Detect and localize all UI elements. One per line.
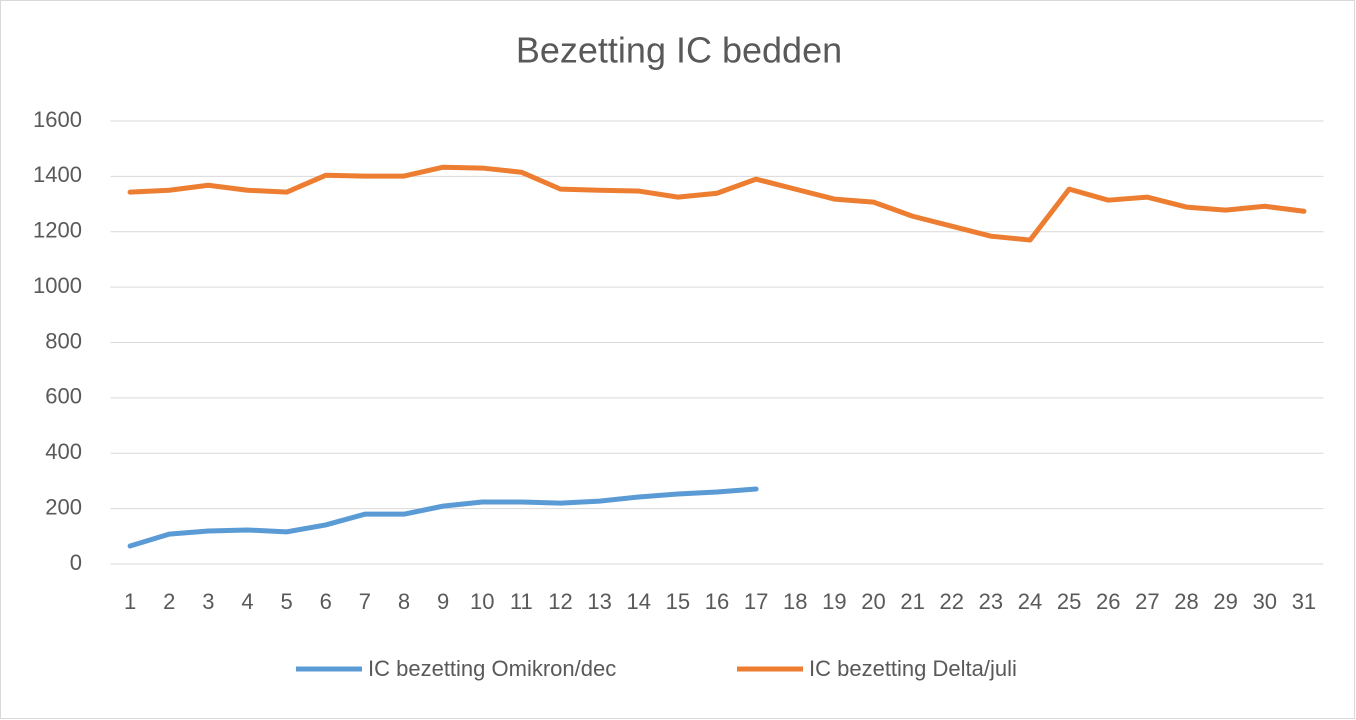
x-tick-label: 28 bbox=[1174, 589, 1198, 614]
x-tick-label: 10 bbox=[470, 589, 494, 614]
x-tick-label: 27 bbox=[1135, 589, 1159, 614]
x-tick-label: 16 bbox=[705, 589, 729, 614]
x-tick-label: 30 bbox=[1253, 589, 1277, 614]
x-tick-label: 5 bbox=[280, 589, 292, 614]
y-tick-label: 600 bbox=[45, 384, 82, 409]
x-tick-label: 20 bbox=[861, 589, 885, 614]
data-line bbox=[127, 164, 1307, 243]
chart-title: Bezetting IC bedden bbox=[516, 30, 842, 71]
x-tick-label: 14 bbox=[626, 589, 650, 614]
x-tick-label: 3 bbox=[202, 589, 214, 614]
legend-label: IC bezetting Delta/juli bbox=[809, 656, 1017, 681]
x-tick-label: 6 bbox=[320, 589, 332, 614]
y-tick-label: 1000 bbox=[33, 273, 82, 298]
y-tick-label: 0 bbox=[70, 550, 82, 575]
x-tick-label: 18 bbox=[783, 589, 807, 614]
y-tick-label: 200 bbox=[45, 494, 82, 519]
x-tick-label: 29 bbox=[1213, 589, 1237, 614]
data-line bbox=[127, 486, 759, 549]
x-tick-label: 4 bbox=[241, 589, 253, 614]
x-tick-label: 25 bbox=[1057, 589, 1081, 614]
x-tick-label: 13 bbox=[587, 589, 611, 614]
legend-label: IC bezetting Omikron/dec bbox=[368, 656, 616, 681]
y-tick-label: 400 bbox=[45, 439, 82, 464]
x-tick-label: 7 bbox=[359, 589, 371, 614]
x-tick-label: 31 bbox=[1292, 589, 1316, 614]
x-tick-label: 21 bbox=[900, 589, 924, 614]
x-tick-label: 19 bbox=[822, 589, 846, 614]
x-tick-label: 22 bbox=[940, 589, 964, 614]
x-tick-label: 12 bbox=[548, 589, 572, 614]
x-tick-label: 26 bbox=[1096, 589, 1120, 614]
x-tick-label: 17 bbox=[744, 589, 768, 614]
x-tick-label: 11 bbox=[510, 589, 533, 614]
x-tick-label: 24 bbox=[1018, 589, 1042, 614]
x-tick-label: 2 bbox=[163, 589, 175, 614]
y-tick-label: 1600 bbox=[33, 107, 82, 132]
x-tick-label: 1 bbox=[124, 589, 136, 614]
y-tick-label: 1200 bbox=[33, 218, 82, 243]
x-tick-label: 23 bbox=[979, 589, 1003, 614]
y-tick-label: 800 bbox=[45, 328, 82, 353]
x-tick-label: 8 bbox=[398, 589, 410, 614]
x-tick-label: 15 bbox=[666, 589, 690, 614]
x-tick-label: 9 bbox=[437, 589, 449, 614]
y-tick-label: 1400 bbox=[33, 162, 82, 187]
